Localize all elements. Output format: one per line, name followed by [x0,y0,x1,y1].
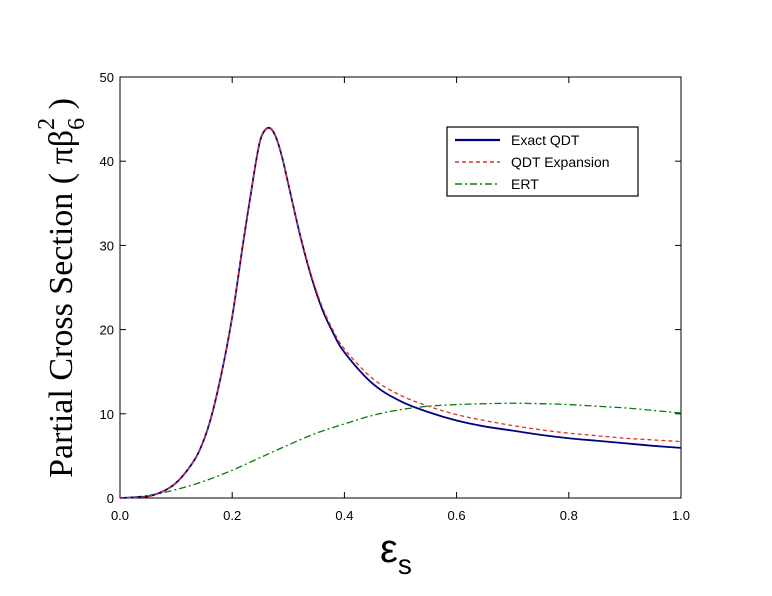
series-lines [119,126,682,499]
y-tick-label: 30 [100,238,114,253]
series-line-qdt-expansion [119,127,682,499]
series-line-ert [119,402,682,499]
x-tick-label: 0.4 [335,508,353,523]
x-axis-label-subscript: s [398,549,412,580]
y-axis-label-subscript: 6 [64,118,90,130]
y-axis-label-superscript: 2 [34,118,60,130]
y-tick-label: 0 [107,491,114,506]
y-tick-label: 50 [100,70,114,85]
y-axis-label: Partial Cross Section ( πβ62 ) [34,98,90,478]
legend-label: QDT Expansion [511,154,610,170]
y-tick-label: 10 [100,407,114,422]
x-tick-label: 0.0 [111,508,129,523]
x-tick-label: 0.8 [560,508,578,523]
y-axis-label-main: Partial Cross Section ( πβ [43,130,80,478]
x-tick-label: 0.2 [223,508,241,523]
plot-frame [119,76,682,499]
legend-items: Exact QDT QDT Expansion ERT [455,132,610,192]
legend-label: Exact QDT [511,132,580,148]
axis-ticks: 0.0 0.2 0.4 0.6 0.8 1.0 0 10 20 30 40 50 [100,70,691,523]
y-tick-label: 20 [100,323,114,338]
y-axis-label-close: ) [43,98,80,118]
y-tick-label: 40 [100,154,114,169]
legend-label: ERT [511,176,539,192]
x-tick-label: 0.6 [448,508,466,523]
x-tick-label: 1.0 [672,508,690,523]
x-axis-label: εs [380,527,412,580]
x-axis-label-main: ε [380,527,398,571]
legend: Exact QDT QDT Expansion ERT [446,126,639,197]
